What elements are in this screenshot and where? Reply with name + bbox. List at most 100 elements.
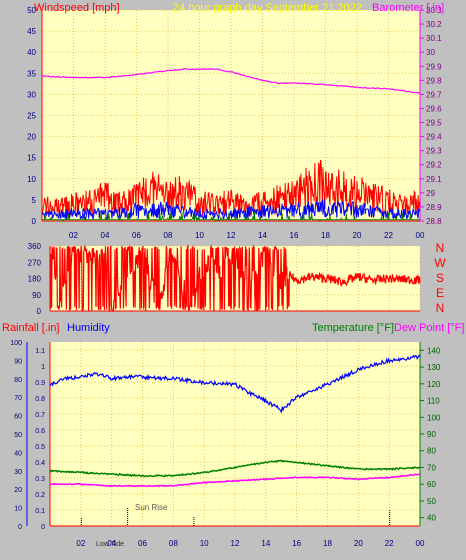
barometer-axis-title: Barometer [.in] bbox=[372, 2, 444, 14]
temp-y-tick: 40 bbox=[427, 514, 436, 523]
barometer-series bbox=[42, 68, 421, 94]
wind-x-tick: 08 bbox=[164, 231, 173, 240]
compass-label: W bbox=[434, 256, 446, 270]
windspeed-axis-title: Windspeed [mph] bbox=[34, 2, 120, 14]
humidity-legend: Humidity bbox=[67, 322, 110, 334]
wind-y-tick: 50 bbox=[27, 6, 36, 15]
wind-direction-series bbox=[49, 244, 421, 313]
wind-x-tick: 20 bbox=[353, 231, 362, 240]
temp-x-tick: 14 bbox=[261, 539, 270, 548]
baro-y-tick: 29.9 bbox=[426, 62, 442, 71]
baro-y-tick: 29.8 bbox=[426, 76, 442, 85]
rainfall-legend: Rainfall [.in] bbox=[2, 322, 59, 334]
baro-y-tick: 29.4 bbox=[426, 133, 442, 142]
rain-y-tick: 0 bbox=[41, 524, 45, 531]
rain-y-tick: 0.3 bbox=[35, 476, 45, 483]
wind-y-tick: 45 bbox=[27, 27, 36, 36]
direction-y-tick: 0 bbox=[37, 307, 42, 316]
wind-y-tick: 10 bbox=[27, 175, 36, 184]
wind-avg-series bbox=[41, 199, 421, 221]
temp-y-tick: 70 bbox=[427, 463, 436, 472]
baro-y-tick: 29.7 bbox=[426, 90, 442, 99]
temp-x-tick: 12 bbox=[231, 539, 240, 548]
wind-x-tick: 10 bbox=[195, 231, 204, 240]
wind-x-tick: 22 bbox=[384, 231, 393, 240]
rain-y-tick: 1.1 bbox=[35, 348, 45, 355]
temperature-legend: Temperature [°F] bbox=[312, 322, 394, 334]
humidity-y-tick: 50 bbox=[14, 432, 22, 439]
temp-y-tick: 60 bbox=[427, 480, 436, 489]
baro-y-tick: 29.6 bbox=[426, 104, 442, 113]
humidity-series bbox=[49, 354, 421, 414]
humidity-y-tick: 0 bbox=[18, 524, 22, 531]
humidity-y-tick: 10 bbox=[14, 506, 22, 513]
direction-y-tick: 360 bbox=[28, 242, 42, 251]
temp-x-tick: 00 bbox=[416, 539, 425, 548]
temp-x-tick: 10 bbox=[200, 539, 209, 548]
temp-x-tick: 02 bbox=[76, 539, 85, 548]
chart-title: 24 hour graph day September 21 2022 bbox=[173, 2, 362, 14]
temp-x-tick: 04 bbox=[107, 539, 116, 548]
baro-y-tick: 30 bbox=[426, 48, 435, 57]
temp-y-tick: 80 bbox=[427, 447, 436, 456]
baro-y-tick: 29 bbox=[426, 189, 435, 198]
wind-gust-series bbox=[41, 159, 421, 217]
humidity-y-tick: 70 bbox=[14, 395, 22, 402]
temperature-humidity-panel: 010203040506070809010000.10.20.30.40.50.… bbox=[2, 322, 464, 548]
direction-y-tick: 90 bbox=[32, 291, 41, 300]
baro-y-tick: 29.2 bbox=[426, 161, 442, 170]
rain-y-tick: 1 bbox=[41, 364, 45, 371]
wind-y-tick: 0 bbox=[32, 217, 37, 226]
wind-barometer-panel: 0 5 10 15 20 25 30 35 40 45 50 28.8 28.9 29 29.1 29.2 29… bbox=[27, 2, 444, 240]
temp-x-tick: 18 bbox=[323, 539, 332, 548]
rain-y-tick: 0.5 bbox=[35, 444, 45, 451]
baro-y-tick: 29.1 bbox=[426, 175, 442, 184]
rain-y-tick: 0.6 bbox=[35, 428, 45, 435]
wind-x-tick: 14 bbox=[258, 231, 267, 240]
temp-y-tick: 90 bbox=[427, 430, 436, 439]
rain-y-tick: 0.4 bbox=[35, 460, 45, 467]
humidity-y-tick: 60 bbox=[14, 414, 22, 421]
wind-y-tick: 5 bbox=[32, 196, 37, 205]
temp-y-tick: 120 bbox=[427, 380, 441, 389]
humidity-y-tick: 20 bbox=[14, 487, 22, 494]
wind-x-tick: 04 bbox=[101, 231, 110, 240]
wind-x-tick: 16 bbox=[290, 231, 299, 240]
humidity-y-tick: 40 bbox=[14, 450, 22, 457]
temp-x-tick: 22 bbox=[385, 539, 394, 548]
baro-y-tick: 30.1 bbox=[426, 34, 442, 43]
temp-y-tick: 110 bbox=[427, 397, 440, 406]
dewpoint-series bbox=[49, 473, 421, 488]
temp-y-tick: 130 bbox=[427, 363, 441, 372]
direction-y-tick: 270 bbox=[28, 258, 42, 267]
rain-y-tick: 0.7 bbox=[35, 412, 45, 419]
temp-x-tick: 08 bbox=[169, 539, 178, 548]
wind-x-tick: 06 bbox=[132, 231, 141, 240]
humidity-y-tick: 30 bbox=[14, 469, 22, 476]
wind-y-tick: 25 bbox=[27, 112, 36, 121]
wind-y-tick: 20 bbox=[27, 133, 36, 142]
baro-y-tick: 30.3 bbox=[426, 6, 442, 15]
direction-y-tick: 180 bbox=[28, 275, 42, 284]
wind-x-tick: 18 bbox=[321, 231, 330, 240]
compass-label: E bbox=[436, 286, 444, 300]
humidity-y-tick: 90 bbox=[14, 358, 22, 365]
wind-x-tick: 02 bbox=[69, 231, 78, 240]
rain-y-tick: 0.1 bbox=[35, 508, 45, 515]
baro-y-tick: 28.8 bbox=[426, 217, 442, 226]
rain-y-tick: 0.9 bbox=[35, 380, 45, 387]
wind-y-tick: 15 bbox=[27, 154, 36, 163]
temp-x-tick: 20 bbox=[354, 539, 363, 548]
wind-y-tick: 40 bbox=[27, 48, 36, 57]
baro-y-tick: 28.9 bbox=[426, 203, 442, 212]
compass-label: N bbox=[436, 241, 445, 255]
wind-x-tick: 00 bbox=[416, 231, 425, 240]
wind-y-tick: 30 bbox=[27, 90, 36, 99]
temperature-series bbox=[49, 459, 420, 478]
wind-low-series bbox=[42, 211, 420, 223]
compass-label: N bbox=[436, 301, 445, 315]
temp-x-tick: 16 bbox=[292, 539, 301, 548]
dewpoint-legend: Dew Point [°F] bbox=[394, 322, 464, 334]
